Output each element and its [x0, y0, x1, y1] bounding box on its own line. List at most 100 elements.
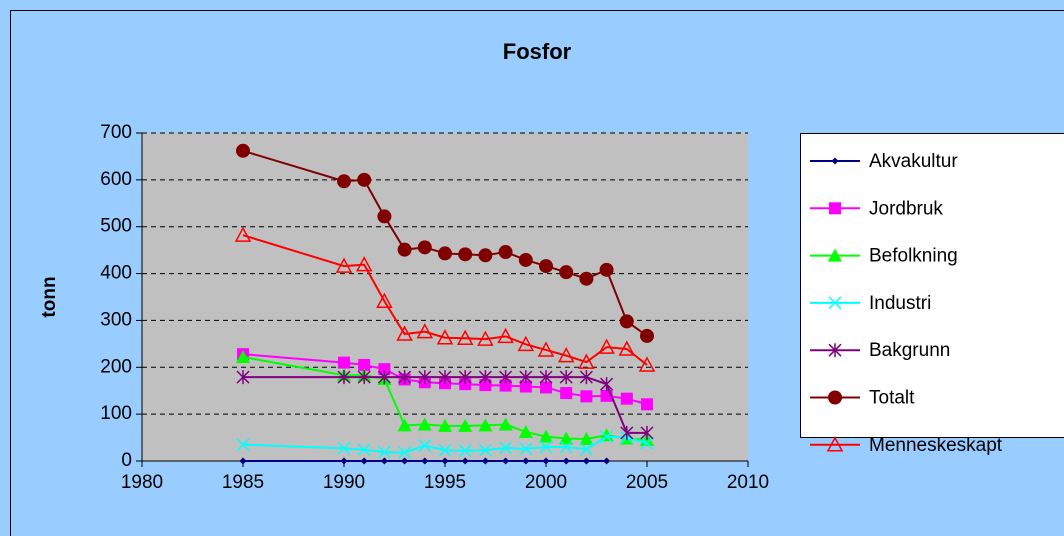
marker — [540, 381, 552, 394]
marker — [236, 143, 250, 158]
marker — [360, 457, 368, 465]
marker — [397, 242, 412, 257]
x-tick-label: 2005 — [626, 472, 668, 493]
marker — [619, 314, 634, 329]
y-tick-label: 600 — [100, 169, 132, 190]
marker — [377, 445, 391, 459]
chart-title: Fosfor — [503, 39, 572, 64]
marker — [234, 226, 252, 242]
marker — [598, 338, 615, 354]
marker — [519, 380, 532, 393]
marker — [580, 390, 593, 403]
marker — [376, 292, 393, 308]
marker — [380, 457, 388, 465]
marker — [418, 439, 432, 453]
marker — [499, 370, 513, 385]
x-tick-label: 1995 — [424, 472, 466, 493]
marker — [397, 418, 412, 432]
marker — [236, 438, 250, 452]
marker — [498, 245, 513, 260]
marker — [579, 370, 593, 385]
legend-marker — [828, 390, 842, 405]
marker — [618, 340, 636, 356]
marker — [438, 443, 452, 457]
y-axis-label: tonn — [39, 276, 60, 317]
legend-marker — [831, 157, 839, 165]
marker — [518, 424, 533, 438]
marker — [236, 349, 250, 363]
marker — [337, 174, 351, 189]
legend-label: Totalt — [869, 388, 915, 409]
marker — [478, 418, 493, 432]
marker — [640, 328, 654, 343]
marker — [562, 457, 570, 465]
marker — [497, 327, 514, 344]
marker — [357, 443, 371, 457]
marker — [398, 446, 412, 460]
marker — [477, 330, 494, 346]
marker — [640, 425, 654, 440]
marker — [335, 257, 353, 273]
marker — [458, 444, 472, 458]
marker — [417, 240, 432, 255]
legend-label: Jordbruk — [869, 198, 943, 219]
y-tick-label: 500 — [100, 216, 132, 237]
marker — [481, 457, 489, 465]
marker — [478, 443, 492, 457]
legend-label: Industri — [869, 293, 931, 314]
x-tick-label: 1990 — [323, 472, 365, 493]
marker — [560, 387, 573, 400]
marker — [355, 256, 373, 272]
marker — [539, 370, 553, 385]
legend-marker — [828, 296, 842, 310]
marker — [438, 370, 452, 385]
marker — [417, 417, 432, 431]
marker — [542, 457, 550, 465]
marker — [499, 379, 512, 392]
y-tick-label: 100 — [100, 403, 132, 424]
legend-marker — [828, 343, 842, 358]
marker — [502, 457, 510, 465]
marker — [539, 259, 553, 274]
marker — [418, 370, 432, 385]
y-tick-label: 700 — [100, 122, 132, 143]
x-tick-label: 1985 — [222, 472, 264, 493]
marker — [377, 370, 391, 385]
marker — [337, 441, 351, 455]
legend-label: Akvakultur — [869, 151, 958, 172]
marker — [441, 457, 449, 465]
marker — [559, 370, 573, 385]
marker — [396, 325, 413, 341]
y-tick-label: 0 — [121, 450, 132, 471]
legend-box — [800, 133, 1064, 438]
series-line — [242, 234, 648, 366]
marker — [620, 392, 633, 405]
marker — [519, 370, 533, 385]
marker — [458, 418, 473, 432]
x-tick-label: 1980 — [121, 472, 163, 493]
marker — [398, 370, 412, 385]
marker — [378, 363, 391, 376]
marker — [239, 457, 247, 465]
marker — [357, 172, 372, 187]
legend-marker — [829, 202, 841, 215]
x-tick-label: 2000 — [525, 472, 567, 493]
marker — [340, 457, 348, 465]
marker — [559, 265, 574, 280]
marker — [578, 353, 595, 369]
marker — [458, 247, 473, 262]
marker — [640, 436, 654, 450]
marker — [539, 429, 553, 443]
marker — [600, 377, 614, 392]
y-tick-label: 400 — [100, 263, 132, 284]
marker — [600, 430, 614, 444]
marker — [438, 418, 452, 432]
marker — [517, 335, 535, 352]
marker — [479, 379, 492, 392]
legend-marker — [826, 436, 844, 452]
marker — [458, 370, 472, 385]
marker — [358, 358, 371, 371]
marker — [421, 457, 429, 465]
